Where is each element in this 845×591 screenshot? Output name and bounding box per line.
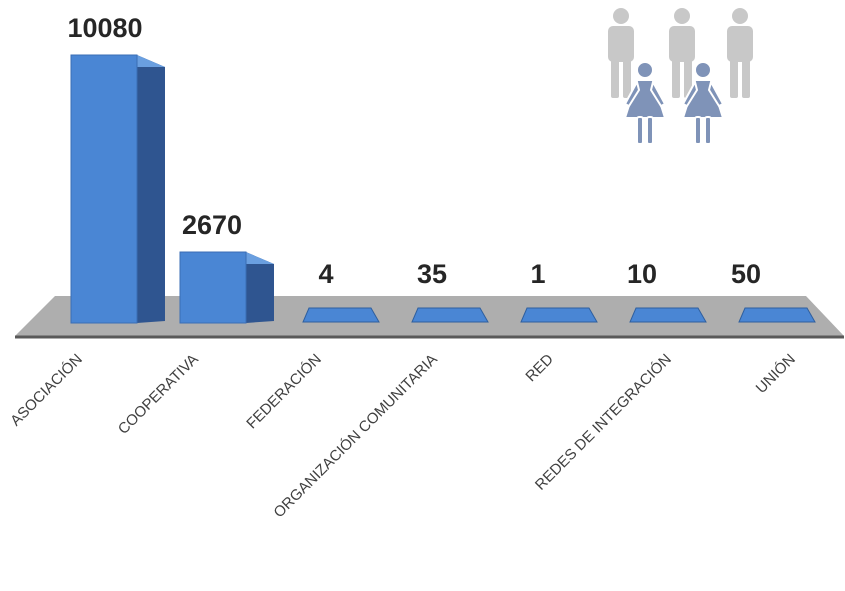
data-labels: 10080 2670 4 35 1 10 50 [67, 13, 761, 289]
bar [302, 307, 380, 323]
bar [629, 307, 707, 323]
bar [738, 307, 816, 323]
data-label: 1 [530, 259, 545, 289]
bar [70, 54, 165, 324]
bars [70, 54, 816, 324]
data-label: 4 [318, 259, 333, 289]
male-person-icon [608, 8, 634, 98]
category-label: RED [522, 351, 557, 386]
male-person-icon [727, 8, 753, 98]
bar [411, 307, 489, 323]
category-label: ASOCIACIÓN [7, 351, 86, 430]
people-illustration [608, 8, 753, 145]
male-person-icon [669, 8, 695, 98]
category-labels: ASOCIACIÓN COOPERATIVA FEDERACIÓNORGANIZAC… [7, 351, 799, 521]
female-person-icon [623, 61, 667, 145]
category-label: UNIÓN [753, 351, 799, 397]
bar [520, 307, 598, 323]
category-label: FEDERACIÓN [243, 351, 325, 433]
data-label: 50 [731, 259, 761, 289]
data-label: 10080 [67, 13, 142, 43]
category-label: REDES DE INTEGRACIÓN [532, 351, 675, 494]
bar [179, 251, 274, 324]
category-label: COOPERATIVA [115, 351, 202, 438]
data-label: 2670 [182, 210, 242, 240]
data-label: 10 [627, 259, 657, 289]
data-label: 35 [417, 259, 447, 289]
female-person-icon [681, 61, 725, 145]
